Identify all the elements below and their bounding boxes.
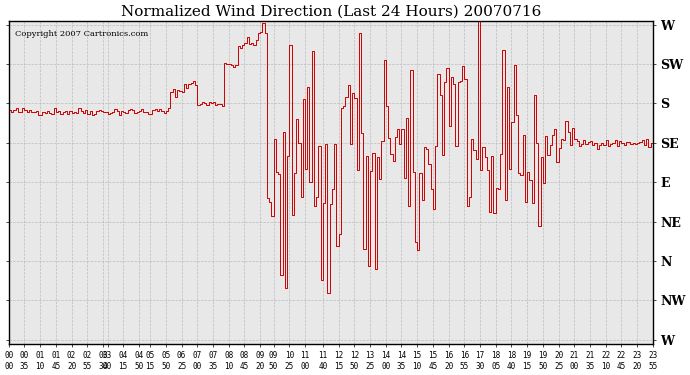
Title: Normalized Wind Direction (Last 24 Hours) 20070716: Normalized Wind Direction (Last 24 Hours…: [121, 4, 541, 18]
Text: Copyright 2007 Cartronics.com: Copyright 2007 Cartronics.com: [15, 30, 148, 38]
